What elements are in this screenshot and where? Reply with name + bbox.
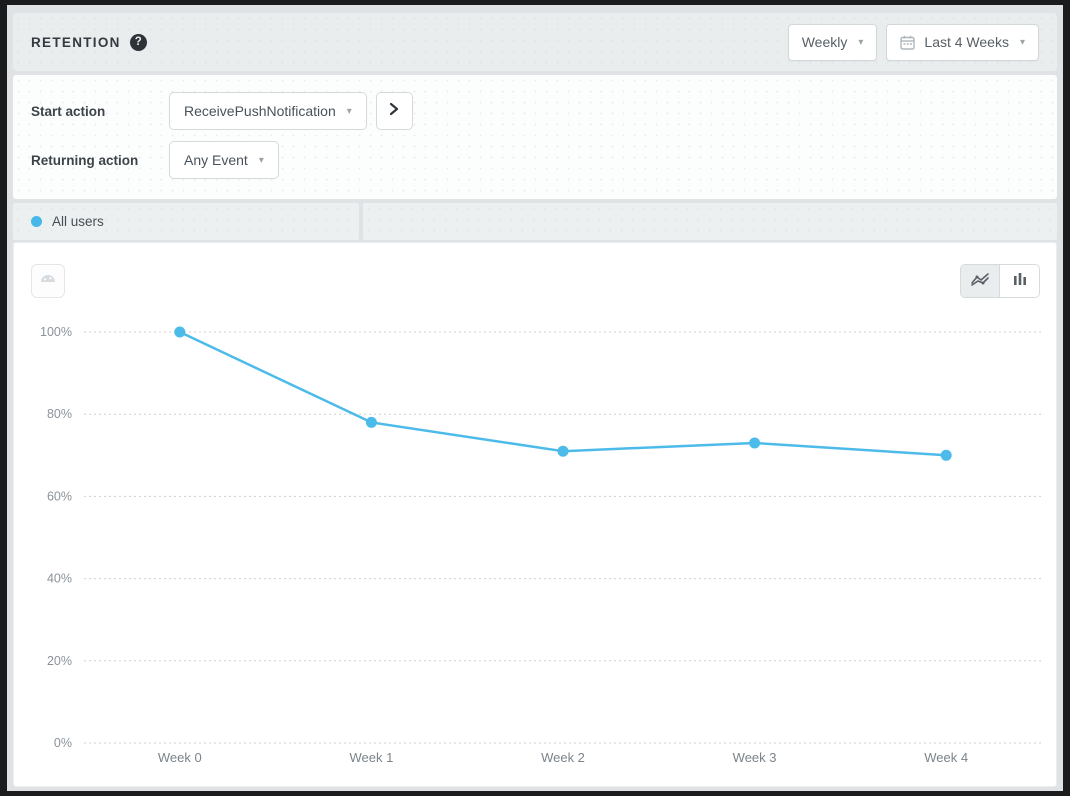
pie-chart-button[interactable]	[31, 264, 65, 298]
tab-all-users[interactable]: All users	[13, 203, 359, 240]
chevron-down-icon: ▾	[858, 36, 864, 48]
date-range-dropdown[interactable]: Last 4 Weeks ▾	[886, 23, 1039, 61]
chevron-down-icon: ▾	[346, 105, 352, 117]
bar-chart-view-button[interactable]	[1000, 265, 1039, 297]
start-action-label: Start action	[31, 103, 106, 119]
tab-all-users-label: All users	[52, 214, 104, 229]
returning-action-row: Returning action Any Event ▾	[31, 141, 1039, 179]
start-action-dropdown[interactable]: ReceivePushNotification ▾	[169, 92, 367, 130]
page-background: RETENTION ? Weekly ▾	[7, 5, 1063, 791]
chevron-right-icon	[388, 102, 400, 121]
interval-dropdown-value: Weekly	[801, 34, 848, 50]
svg-text:0%: 0%	[54, 736, 72, 750]
line-chart-icon	[970, 271, 990, 292]
chevron-down-icon: ▾	[258, 154, 264, 166]
chevron-down-icon: ▾	[1019, 36, 1025, 48]
calendar-icon	[900, 35, 916, 50]
returning-action-dropdown[interactable]: Any Event ▾	[169, 141, 279, 179]
expand-action-button[interactable]	[375, 92, 413, 130]
start-action-value: ReceivePushNotification	[184, 103, 336, 119]
svg-text:Week 4: Week 4	[924, 750, 968, 765]
pie-chart-icon	[39, 270, 57, 293]
segment-tabs-row: All users	[13, 203, 1057, 240]
date-range-value: Last 4 Weeks	[924, 34, 1009, 50]
retention-chart-panel: 0% 20% 40% 60% 80% 100% Week 0 Week 1 Week 2 Week…	[13, 242, 1057, 787]
svg-text:Week 2: Week 2	[541, 750, 585, 765]
interval-dropdown[interactable]: Weekly ▾	[787, 23, 878, 61]
returning-action-label: Returning action	[31, 152, 139, 168]
svg-text:Week 0: Week 0	[158, 750, 202, 765]
svg-text:Week 1: Week 1	[349, 750, 393, 765]
chart-view-toggle	[960, 264, 1040, 298]
svg-text:80%: 80%	[47, 407, 72, 421]
svg-text:Week 3: Week 3	[733, 750, 777, 765]
svg-text:100%: 100%	[40, 325, 72, 339]
svg-text:40%: 40%	[47, 572, 72, 586]
start-action-row: Start action ReceivePushNotification ▾	[31, 92, 1039, 130]
line-chart-view-button[interactable]	[961, 265, 1000, 297]
svg-text:60%: 60%	[47, 489, 72, 503]
retention-line-chart: 0% 20% 40% 60% 80% 100% Week 0 Week 1 Week 2 Week…	[40, 325, 1042, 765]
svg-text:20%: 20%	[47, 654, 72, 668]
page-title: RETENTION	[31, 34, 121, 50]
series-color-dot	[31, 216, 42, 227]
retention-header: RETENTION ? Weekly ▾	[13, 13, 1057, 71]
help-icon[interactable]: ?	[129, 33, 147, 51]
bar-chart-icon	[1012, 271, 1028, 292]
filters-panel: Start action ReceivePushNotification ▾ R…	[13, 75, 1057, 199]
returning-action-value: Any Event	[184, 152, 248, 168]
tabs-empty-area	[363, 203, 1057, 240]
